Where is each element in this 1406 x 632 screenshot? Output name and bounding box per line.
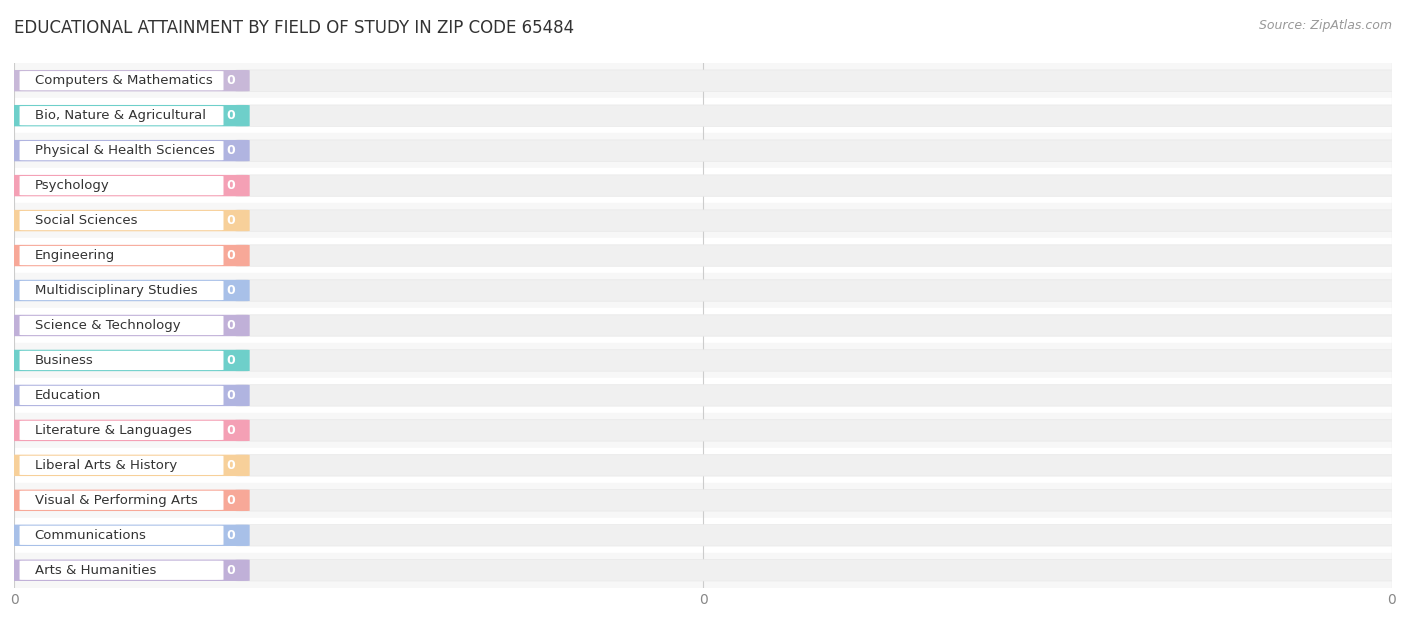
Text: 0: 0 [226,214,235,227]
FancyBboxPatch shape [236,420,1398,441]
FancyBboxPatch shape [20,386,224,405]
FancyBboxPatch shape [7,140,250,161]
FancyBboxPatch shape [236,175,1398,197]
FancyBboxPatch shape [20,421,224,440]
Text: Communications: Communications [35,529,146,542]
FancyBboxPatch shape [236,385,1398,406]
FancyBboxPatch shape [236,105,1398,126]
FancyBboxPatch shape [236,454,1398,476]
FancyBboxPatch shape [20,246,224,265]
Bar [14,483,1392,518]
FancyBboxPatch shape [7,420,250,441]
FancyBboxPatch shape [236,245,1398,266]
FancyBboxPatch shape [20,71,224,90]
Text: 0: 0 [226,424,235,437]
Text: 0: 0 [226,109,235,122]
FancyBboxPatch shape [20,561,224,580]
Bar [14,63,1392,98]
Text: Business: Business [35,354,93,367]
Text: 0: 0 [226,179,235,192]
Bar [14,413,1392,448]
Text: 0: 0 [226,319,235,332]
FancyBboxPatch shape [20,526,224,545]
Text: 0: 0 [226,564,235,577]
Bar [14,518,1392,553]
Bar [14,553,1392,588]
FancyBboxPatch shape [236,315,1398,336]
Text: 0: 0 [226,494,235,507]
Text: 0: 0 [226,389,235,402]
Bar [14,448,1392,483]
FancyBboxPatch shape [236,210,1398,231]
Text: Bio, Nature & Agricultural: Bio, Nature & Agricultural [35,109,205,122]
FancyBboxPatch shape [236,70,1398,92]
Text: EDUCATIONAL ATTAINMENT BY FIELD OF STUDY IN ZIP CODE 65484: EDUCATIONAL ATTAINMENT BY FIELD OF STUDY… [14,19,574,37]
Bar [14,308,1392,343]
Bar [14,238,1392,273]
Text: Literature & Languages: Literature & Languages [35,424,191,437]
FancyBboxPatch shape [20,176,224,195]
FancyBboxPatch shape [20,456,224,475]
FancyBboxPatch shape [20,211,224,230]
FancyBboxPatch shape [20,106,224,125]
FancyBboxPatch shape [7,454,250,476]
Text: Physical & Health Sciences: Physical & Health Sciences [35,144,215,157]
Bar [14,133,1392,168]
Text: Source: ZipAtlas.com: Source: ZipAtlas.com [1258,19,1392,32]
Text: 0: 0 [226,144,235,157]
FancyBboxPatch shape [20,316,224,335]
Text: 0: 0 [226,459,235,472]
FancyBboxPatch shape [236,490,1398,511]
Text: Education: Education [35,389,101,402]
FancyBboxPatch shape [7,175,250,197]
Text: Visual & Performing Arts: Visual & Performing Arts [35,494,197,507]
Text: Engineering: Engineering [35,249,115,262]
Text: 0: 0 [226,529,235,542]
Text: Computers & Mathematics: Computers & Mathematics [35,74,212,87]
Text: Arts & Humanities: Arts & Humanities [35,564,156,577]
FancyBboxPatch shape [236,349,1398,371]
FancyBboxPatch shape [7,280,250,301]
Text: Social Sciences: Social Sciences [35,214,138,227]
FancyBboxPatch shape [7,105,250,126]
FancyBboxPatch shape [7,315,250,336]
Text: 0: 0 [226,284,235,297]
FancyBboxPatch shape [7,210,250,231]
Text: Multidisciplinary Studies: Multidisciplinary Studies [35,284,197,297]
FancyBboxPatch shape [7,559,250,581]
FancyBboxPatch shape [7,490,250,511]
FancyBboxPatch shape [236,140,1398,161]
Text: 0: 0 [226,249,235,262]
Text: Liberal Arts & History: Liberal Arts & History [35,459,177,472]
FancyBboxPatch shape [236,280,1398,301]
FancyBboxPatch shape [7,70,250,92]
Bar [14,203,1392,238]
FancyBboxPatch shape [7,245,250,266]
FancyBboxPatch shape [20,281,224,300]
FancyBboxPatch shape [7,385,250,406]
Bar [14,98,1392,133]
FancyBboxPatch shape [20,141,224,161]
Bar [14,378,1392,413]
FancyBboxPatch shape [236,525,1398,546]
Text: Science & Technology: Science & Technology [35,319,180,332]
Bar [14,168,1392,203]
Bar [14,343,1392,378]
Bar [14,273,1392,308]
FancyBboxPatch shape [20,490,224,510]
Text: Psychology: Psychology [35,179,110,192]
Text: 0: 0 [226,74,235,87]
FancyBboxPatch shape [7,525,250,546]
FancyBboxPatch shape [7,349,250,371]
FancyBboxPatch shape [20,351,224,370]
Text: 0: 0 [226,354,235,367]
FancyBboxPatch shape [236,559,1398,581]
